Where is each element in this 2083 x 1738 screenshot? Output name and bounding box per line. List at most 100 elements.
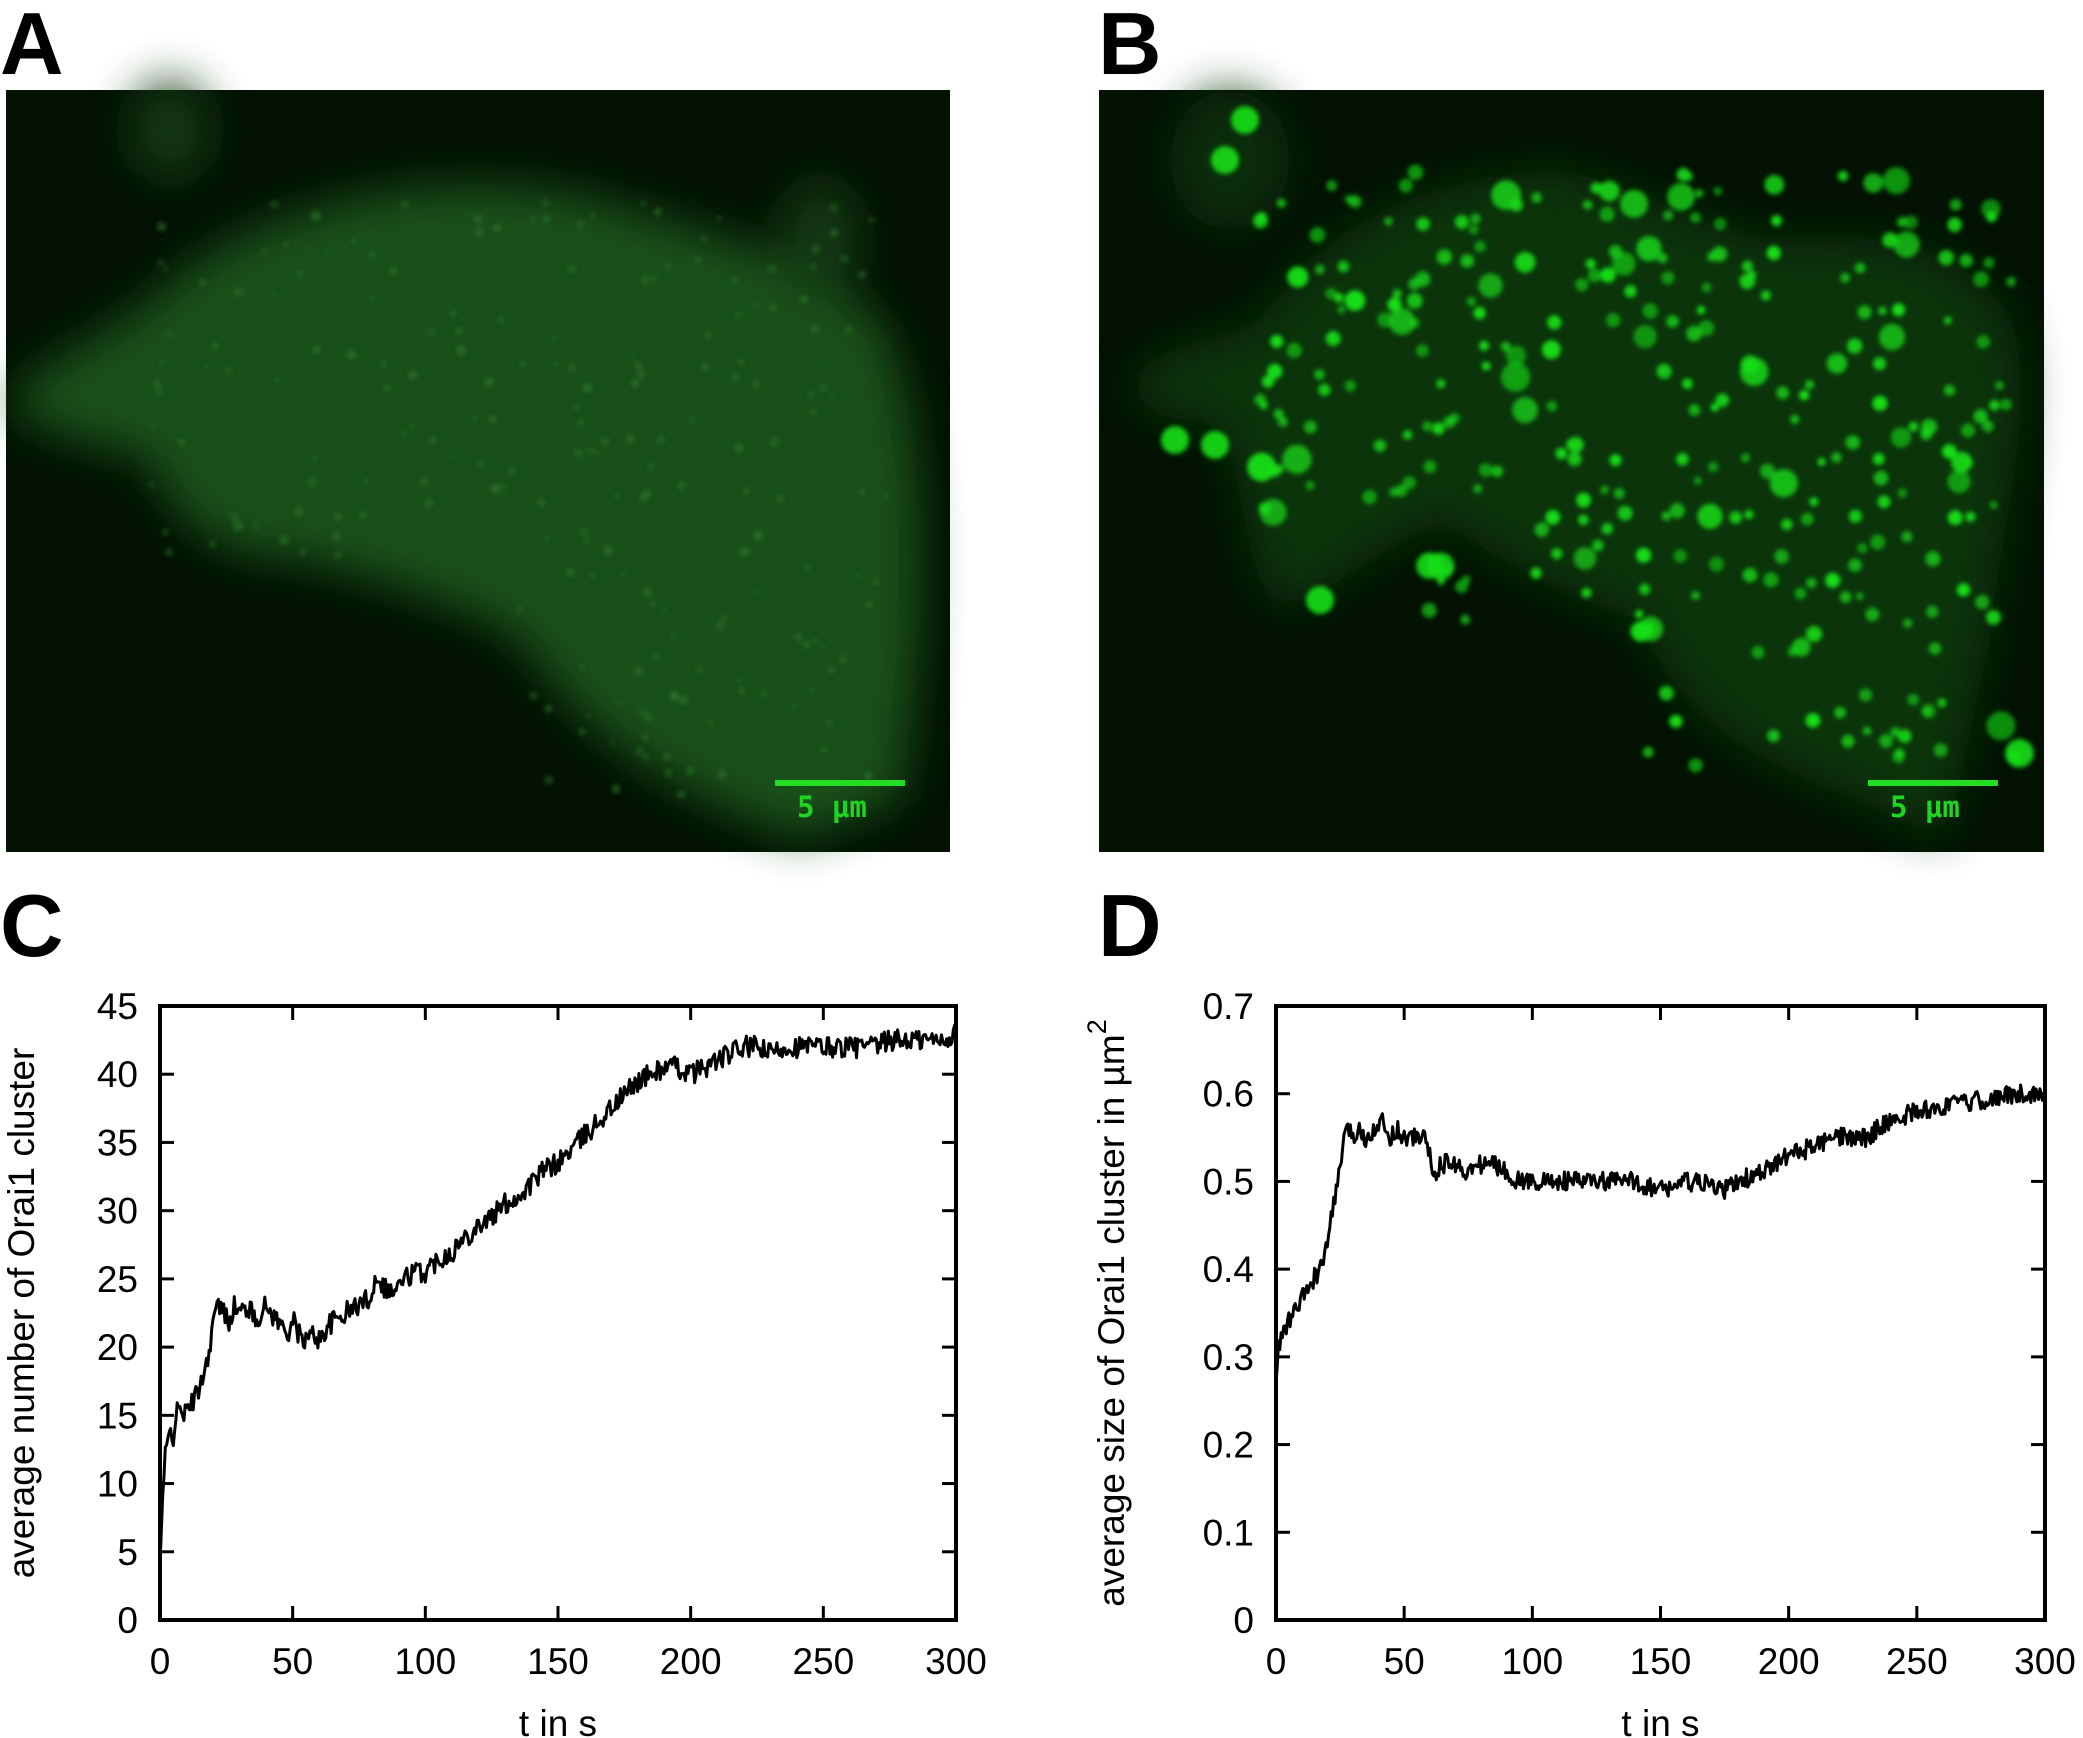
x-tick-label: 150	[1630, 1641, 1692, 1682]
cluster-dot	[1983, 257, 1995, 269]
cluster-dot	[1590, 182, 1602, 194]
cluster-dot	[1500, 362, 1531, 392]
cluster-dot	[1943, 316, 1952, 325]
speckle	[812, 245, 820, 253]
speckle	[410, 423, 416, 429]
speckle	[420, 477, 428, 485]
cluster-dot	[1862, 726, 1872, 736]
y-tick-label: 0	[117, 1600, 138, 1641]
cluster-dot	[1601, 522, 1614, 535]
speckle	[542, 215, 550, 223]
cluster-dot	[1973, 271, 1989, 288]
speckle	[151, 422, 158, 430]
cluster-dot	[1938, 250, 1954, 266]
speckle	[807, 390, 815, 397]
cluster-dot	[1388, 308, 1416, 335]
speckle	[610, 740, 616, 747]
speckle	[334, 513, 342, 521]
cluster-dot	[1362, 489, 1377, 505]
speckle	[551, 335, 557, 341]
cluster-dot	[1534, 522, 1550, 537]
speckle	[567, 264, 577, 274]
cluster-dot	[1834, 706, 1846, 719]
cluster-dot	[1277, 416, 1288, 427]
speckle	[864, 772, 873, 780]
scale-bar-label-b: 5 µm	[1890, 790, 1960, 824]
cluster-dot	[1573, 547, 1597, 570]
cluster-dot	[1961, 423, 1975, 438]
cluster-dot	[1878, 306, 1887, 315]
speckle	[501, 484, 506, 490]
cluster-dot	[1432, 422, 1445, 435]
speckle	[640, 200, 647, 207]
cluster-dot	[1673, 549, 1687, 563]
cluster-dot	[1416, 344, 1429, 358]
speckle	[407, 369, 418, 380]
y-tick-label: 15	[97, 1395, 138, 1436]
cluster-dot	[1661, 511, 1672, 521]
speckle	[743, 311, 748, 316]
speckle	[573, 404, 581, 411]
cluster-dot	[2006, 276, 2016, 287]
cluster-dot	[1273, 408, 1284, 420]
cluster-dot	[1460, 614, 1471, 625]
cluster-dot	[1656, 363, 1672, 379]
cluster-dot	[1902, 618, 1913, 628]
cluster-dot	[1713, 186, 1723, 196]
x-tick-label: 200	[1758, 1641, 1820, 1682]
y-tick-label: 10	[97, 1464, 138, 1505]
cluster-dot	[1282, 444, 1312, 474]
cluster-dot	[1882, 232, 1898, 248]
cluster-dot	[1267, 363, 1283, 379]
cluster-dot	[1951, 451, 1972, 473]
speckle	[633, 666, 644, 676]
cluster-dot	[1460, 254, 1474, 268]
cluster-dot	[1402, 476, 1416, 490]
cluster-dot	[1825, 572, 1841, 588]
speckle	[644, 713, 652, 722]
speckle	[233, 514, 240, 522]
cluster-dot	[1436, 249, 1453, 265]
speckle	[616, 701, 621, 706]
speckle	[635, 747, 644, 756]
speckle	[508, 467, 516, 475]
speckle	[589, 212, 596, 219]
cluster-dot	[1741, 453, 1750, 463]
cluster-dot	[1585, 258, 1596, 269]
speckle	[456, 345, 467, 356]
cluster-dot	[1794, 587, 1807, 600]
speckle	[865, 601, 873, 608]
speckle	[553, 362, 559, 368]
cluster-dot	[1759, 463, 1775, 479]
cluster-dot	[1897, 729, 1912, 743]
cluster-dot	[1581, 587, 1592, 598]
cluster-dot	[1956, 583, 1971, 597]
cluster-dot	[1925, 551, 1941, 567]
speckle	[282, 242, 289, 248]
x-tick-label: 250	[792, 1641, 854, 1682]
cluster-dot	[1882, 167, 1910, 195]
x-axis-label: t in s	[519, 1703, 597, 1738]
cluster-dot	[1741, 260, 1754, 272]
chart-c: 0 50 100 150 200 250 300 0 5 10 15 20 25 30 35 40 45 t in…	[1, 986, 987, 1738]
speckle	[279, 535, 289, 545]
speckle	[841, 254, 849, 263]
cluster-dot	[1620, 189, 1649, 218]
cluster-dot	[1392, 289, 1402, 299]
cluster-dot	[1859, 688, 1873, 702]
cluster-dot	[1666, 315, 1679, 328]
cluster-dot	[1576, 492, 1591, 508]
cluster-dot	[1857, 305, 1872, 320]
cluster-dot	[1642, 303, 1658, 319]
cluster-dot	[1769, 469, 1798, 498]
cluster-dot	[1305, 480, 1315, 491]
speckle	[252, 523, 259, 529]
speckle	[629, 355, 635, 361]
speckle	[199, 278, 206, 285]
cluster-dot	[1599, 206, 1615, 222]
cluster-dot	[1481, 361, 1491, 371]
speckle	[324, 248, 329, 253]
speckle	[872, 578, 880, 586]
speckle	[153, 381, 161, 389]
speckle	[805, 564, 811, 570]
